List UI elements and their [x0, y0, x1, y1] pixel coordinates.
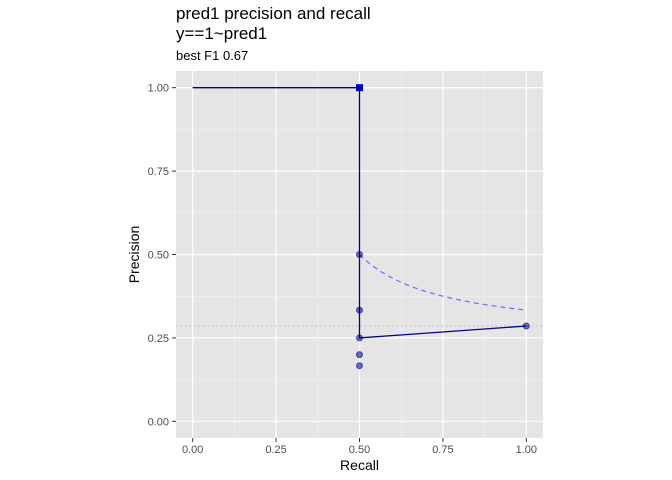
chart-title-line2: y==1~pred1	[176, 24, 268, 43]
data-point	[356, 251, 363, 258]
y-axis-title: Precision	[126, 226, 142, 284]
y-tick-label: 0.25	[148, 333, 169, 345]
y-tick-label: 1.00	[148, 83, 169, 95]
chart-subtitle: best F1 0.67	[176, 48, 249, 63]
x-tick-label: 0.50	[349, 444, 370, 456]
data-point	[356, 334, 363, 342]
x-tick-label: 0.25	[265, 444, 286, 456]
y-tick-label: 0.50	[148, 250, 169, 262]
best-f1-point	[356, 84, 363, 92]
y-tick-label: 0.00	[148, 416, 169, 428]
x-axis-title: Recall	[340, 457, 379, 473]
f1-isoline	[359, 254, 527, 311]
x-tick-label: 0.00	[182, 444, 203, 456]
data-point	[356, 362, 363, 370]
x-tick-label: 1.00	[516, 444, 537, 456]
x-tick-label: 0.75	[432, 444, 453, 456]
data-point	[522, 322, 530, 330]
data-point	[356, 351, 363, 359]
chart-title: pred1 precision and recall	[176, 4, 371, 23]
data-point	[356, 306, 363, 314]
y-tick-label: 0.75	[148, 166, 169, 178]
